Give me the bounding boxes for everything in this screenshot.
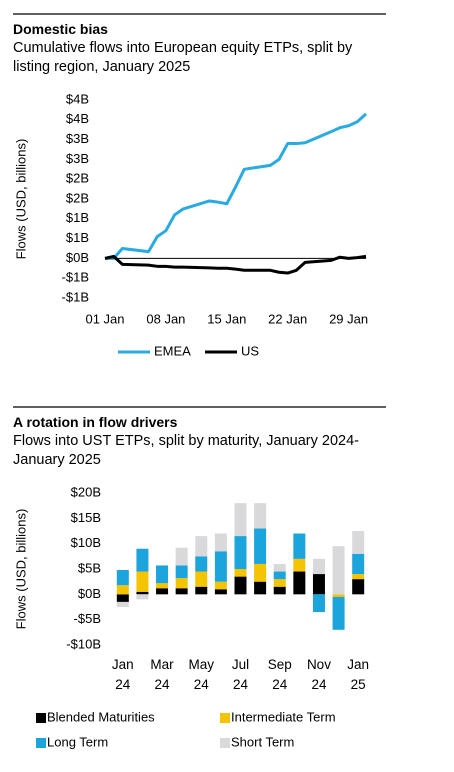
y-tick-label: -$5B xyxy=(74,611,101,626)
bar-segment xyxy=(195,571,208,587)
x-tick-label: 08 Jan xyxy=(146,311,185,326)
bar-segment xyxy=(136,591,149,595)
bar-segment xyxy=(175,588,188,595)
bar-segment xyxy=(175,578,188,589)
bar-segment xyxy=(234,536,247,569)
bar-segment xyxy=(156,588,169,595)
series-line xyxy=(105,112,368,260)
bar-segment xyxy=(214,581,227,590)
bar-segment xyxy=(254,528,267,564)
legend-swatch xyxy=(220,713,230,723)
x-tick-label: May 24 xyxy=(188,657,215,692)
x-tick-label: Jan 24 xyxy=(111,657,134,692)
bar-segment xyxy=(116,594,129,602)
y-tick-label: $1B xyxy=(66,230,89,245)
bar-segment xyxy=(273,579,286,587)
bar-segment xyxy=(116,601,129,607)
bar-segment xyxy=(234,569,247,577)
bar-segment xyxy=(116,570,129,586)
y-tick-label: -$10B xyxy=(66,636,101,651)
bar-segment xyxy=(195,586,208,595)
bar-segment xyxy=(214,533,227,552)
bar-segment xyxy=(214,589,227,595)
bar-segment xyxy=(332,546,345,595)
legend-label: Long Term xyxy=(47,734,108,749)
x-tick-label: 01 Jan xyxy=(85,311,124,326)
chart-title: Domestic bias xyxy=(13,21,108,37)
chart-subtitle: Flows into UST ETPs, split by maturity, … xyxy=(13,433,359,468)
bar-segment xyxy=(312,594,325,613)
bar-segment xyxy=(195,536,208,557)
bar-segment xyxy=(352,531,365,554)
bar-segment xyxy=(254,563,267,582)
x-tick-label: Jan 25 xyxy=(347,657,370,692)
legend-label: EMEA xyxy=(154,343,191,358)
bar-segment xyxy=(136,571,149,592)
x-tick-label: 15 Jan xyxy=(207,311,246,326)
x-tick-label: Sep 24 xyxy=(267,657,292,692)
y-axis-label: Flows (USD, billions) xyxy=(13,139,28,260)
chart-subtitle: Cumulative flows into European equity ET… xyxy=(13,40,353,75)
bar-segment xyxy=(156,565,169,584)
bar-segment xyxy=(312,574,325,595)
y-tick-label: $10B xyxy=(71,535,101,550)
y-tick-label: $0B xyxy=(66,250,89,265)
bar-segment xyxy=(156,583,169,589)
y-tick-label: -$1B xyxy=(62,289,89,304)
y-tick-label: $2B xyxy=(66,171,89,186)
x-tick-label: Nov 24 xyxy=(306,657,331,692)
y-tick-label: $5B xyxy=(78,560,101,575)
y-tick-label: $4B xyxy=(66,91,89,106)
legend-swatch xyxy=(36,738,46,748)
bar-segment xyxy=(116,585,129,595)
bar-segment xyxy=(293,558,306,572)
bar-segment xyxy=(136,594,149,600)
y-tick-label: $2B xyxy=(66,190,89,205)
bar-segment xyxy=(293,533,306,559)
bar-segment xyxy=(136,548,149,572)
bar-segment xyxy=(332,594,345,597)
legend-swatch xyxy=(220,738,230,748)
chart-title: A rotation in flow drivers xyxy=(13,414,178,430)
bar-segment xyxy=(175,565,188,579)
legend-label: US xyxy=(241,343,259,358)
bar-segment xyxy=(312,558,325,575)
y-tick-label: $20B xyxy=(71,484,101,499)
bar-segment xyxy=(352,579,365,595)
y-axis-label: Flows (USD, billions) xyxy=(13,509,28,630)
bar-segment xyxy=(352,553,365,575)
bar-segment xyxy=(352,574,365,580)
x-tick-label: 29 Jan xyxy=(329,311,368,326)
bar-segment xyxy=(214,551,227,582)
bar-segment xyxy=(254,581,267,595)
bar-segment xyxy=(273,571,286,580)
y-tick-label: -$1B xyxy=(62,270,89,285)
y-tick-label: $4B xyxy=(66,111,89,126)
x-tick-label: Jul 24 xyxy=(231,657,250,692)
bar-segment xyxy=(273,586,286,595)
bar-segment xyxy=(254,503,267,529)
bar-segment xyxy=(332,596,345,630)
y-tick-label: $3B xyxy=(66,131,89,146)
legend-label: Intermediate Term xyxy=(231,709,336,724)
y-tick-label: $3B xyxy=(66,151,89,166)
bar-segment xyxy=(234,576,247,595)
bar-segment xyxy=(273,563,286,572)
bar-segment xyxy=(234,503,247,537)
x-tick-label: Mar 24 xyxy=(150,657,174,692)
x-tick-label: 22 Jan xyxy=(268,311,307,326)
legend-swatch xyxy=(36,713,46,723)
y-tick-label: $15B xyxy=(71,510,101,525)
y-tick-label: $0B xyxy=(78,586,101,601)
bar-segment xyxy=(293,571,306,595)
legend-label: Short Term xyxy=(231,734,294,749)
y-tick-label: $1B xyxy=(66,210,89,225)
bar-segment xyxy=(175,547,188,566)
series-line xyxy=(104,254,367,275)
legend-label: Blended Maturities xyxy=(47,709,155,724)
bar-segment xyxy=(195,556,208,572)
